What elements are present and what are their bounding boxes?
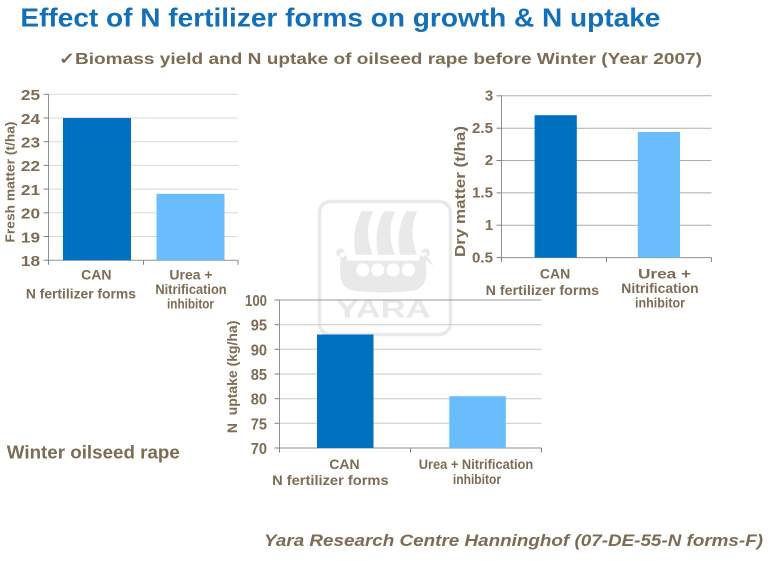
svg-text:Fresh matter (t/ha): Fresh matter (t/ha) [3,122,18,243]
svg-text:0.5: 0.5 [472,249,493,266]
svg-text:N fertilizer forms: N fertilizer forms [486,282,600,298]
svg-text:25: 25 [21,88,40,104]
svg-text:inhibitor: inhibitor [167,296,214,312]
svg-text:Effect of N fertilizer forms o: Effect of N fertilizer forms on growth &… [20,2,660,32]
svg-text:CAN: CAN [540,266,570,282]
svg-text:Urea +: Urea + [638,266,691,282]
svg-text:2.5: 2.5 [472,120,493,137]
svg-text:1: 1 [485,217,493,234]
svg-text:19: 19 [21,230,40,246]
svg-text:N fertilizer forms: N fertilizer forms [272,472,389,488]
svg-text:Dry matter (t/ha): Dry matter (t/ha) [452,126,469,257]
svg-text:Yara Research Centre Hanningho: Yara Research Centre Hanninghof (07-DE-5… [264,531,763,550]
svg-text:21: 21 [21,183,40,199]
svg-text:24: 24 [21,112,40,128]
svg-text:N fertilizer forms: N fertilizer forms [26,286,136,302]
svg-text:80: 80 [251,392,267,409]
svg-text:Nitrification: Nitrification [621,280,698,296]
svg-text:Urea + Nitrification: Urea + Nitrification [419,456,534,472]
svg-text:23: 23 [21,136,40,152]
svg-text:inhibitor: inhibitor [453,471,502,487]
svg-text:18: 18 [21,254,40,270]
svg-text:Winter oilseed rape: Winter oilseed rape [7,443,180,463]
svg-text:90: 90 [251,342,267,359]
svg-text:✓Biomass yield and N uptake of: ✓Biomass yield and N uptake of oilseed r… [59,51,702,68]
svg-text:CAN: CAN [81,267,111,283]
svg-text:20: 20 [21,207,40,223]
svg-text:CAN: CAN [329,456,359,472]
svg-text:100: 100 [245,293,267,310]
svg-text:1.5: 1.5 [472,185,493,202]
svg-text:70: 70 [251,441,267,458]
svg-text:95: 95 [251,318,268,335]
svg-text:Urea +: Urea + [169,267,212,283]
svg-text:75: 75 [251,416,268,433]
svg-text:22: 22 [21,159,40,175]
svg-text:inhibitor: inhibitor [635,295,685,311]
svg-text:3: 3 [485,88,493,105]
svg-text:85: 85 [251,367,268,384]
svg-text:2: 2 [485,152,493,169]
svg-text:N uptake (kg/ha): N uptake (kg/ha) [224,321,240,434]
svg-text:Nitrification: Nitrification [155,281,226,297]
